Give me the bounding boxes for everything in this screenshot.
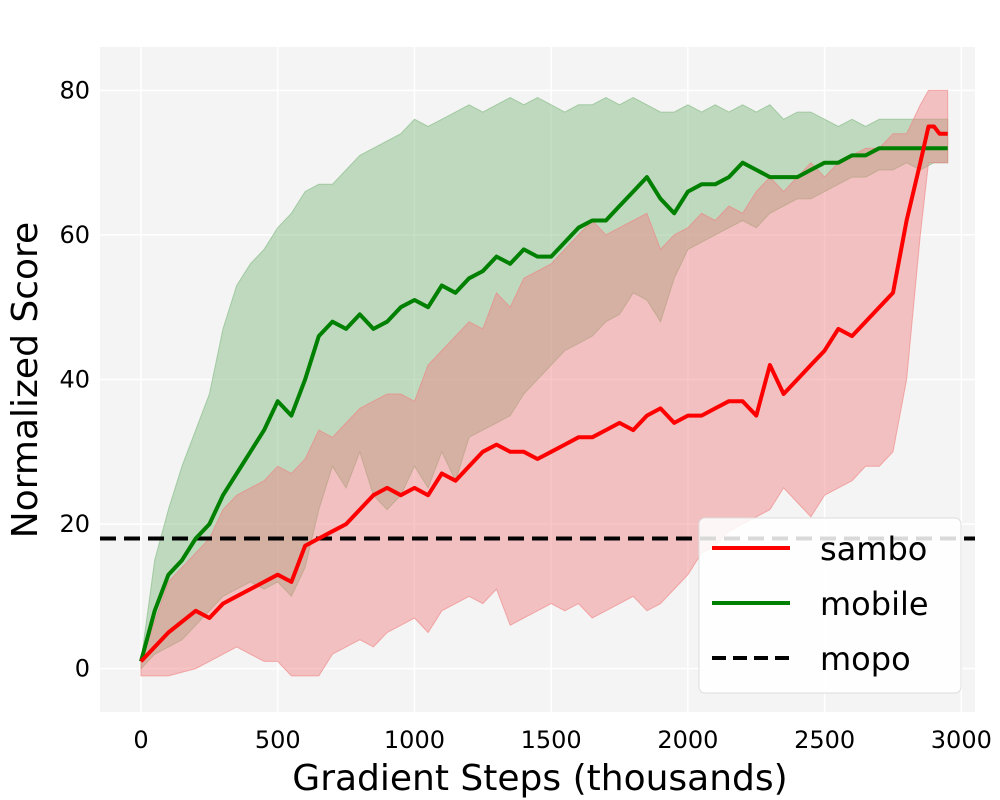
x-tick-label: 3000 <box>931 726 992 754</box>
y-tick-label: 0 <box>75 655 90 683</box>
tick-labels: 0 500 1000 1500 2000 2500 3000 0 20 40 60 80 <box>59 76 991 754</box>
x-axis-title: Gradient Steps (thousands) <box>292 758 787 799</box>
legend-label-sambo: sambo <box>820 530 927 568</box>
line-sambo <box>139 124 948 663</box>
x-tick-label: 2500 <box>794 726 855 754</box>
x-tick-label: 1500 <box>521 726 582 754</box>
y-tick-label: 60 <box>59 221 90 249</box>
legend-label-mobile: mobile <box>820 585 929 623</box>
x-tick-label: 2000 <box>657 726 718 754</box>
y-axis-title: Normalized Score <box>5 222 46 538</box>
y-tick-label: 20 <box>59 510 90 538</box>
y-tick-label: 80 <box>59 76 90 104</box>
x-tick-label: 1000 <box>384 726 445 754</box>
line-mobile <box>139 146 948 662</box>
x-tick-label: 500 <box>255 726 301 754</box>
legend-box <box>698 517 962 694</box>
legend-label-mopo: mopo <box>820 640 911 678</box>
x-tick-label: 0 <box>133 726 148 754</box>
y-tick-label: 40 <box>59 366 90 394</box>
band-sambo <box>140 89 949 677</box>
legend: sambo mobile mopo <box>698 517 962 694</box>
